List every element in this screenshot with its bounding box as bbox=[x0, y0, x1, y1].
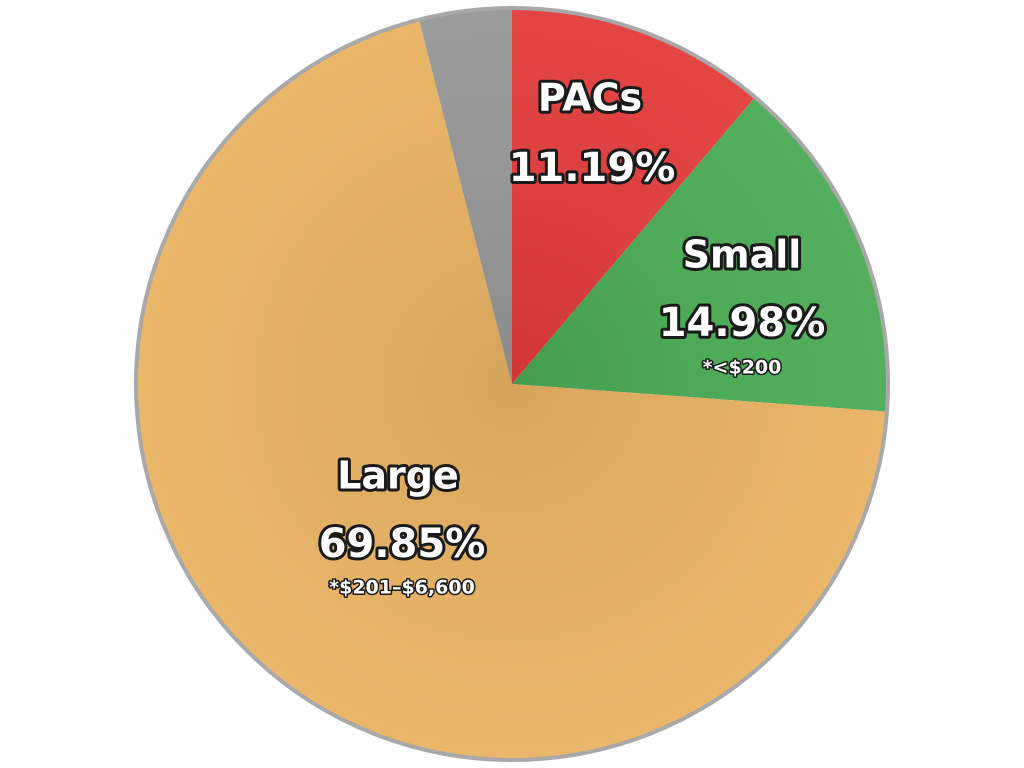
slice-name: Small bbox=[683, 233, 802, 277]
pie-outline bbox=[134, 6, 890, 762]
slice-note: *<$200 bbox=[703, 357, 782, 379]
slice-name: PACs bbox=[538, 76, 642, 120]
slice-name: Large bbox=[337, 454, 459, 498]
labels: PACs 11.19%Small 14.98% *<$200 Large 69.85% *$… bbox=[316, 73, 829, 601]
slice-note: *$201–$6,600 bbox=[329, 577, 475, 599]
slice-value-label: 11.19% bbox=[509, 145, 676, 191]
slice-value-label: 14.98% bbox=[659, 300, 826, 346]
slice-value-label: 69.85% bbox=[319, 521, 486, 567]
